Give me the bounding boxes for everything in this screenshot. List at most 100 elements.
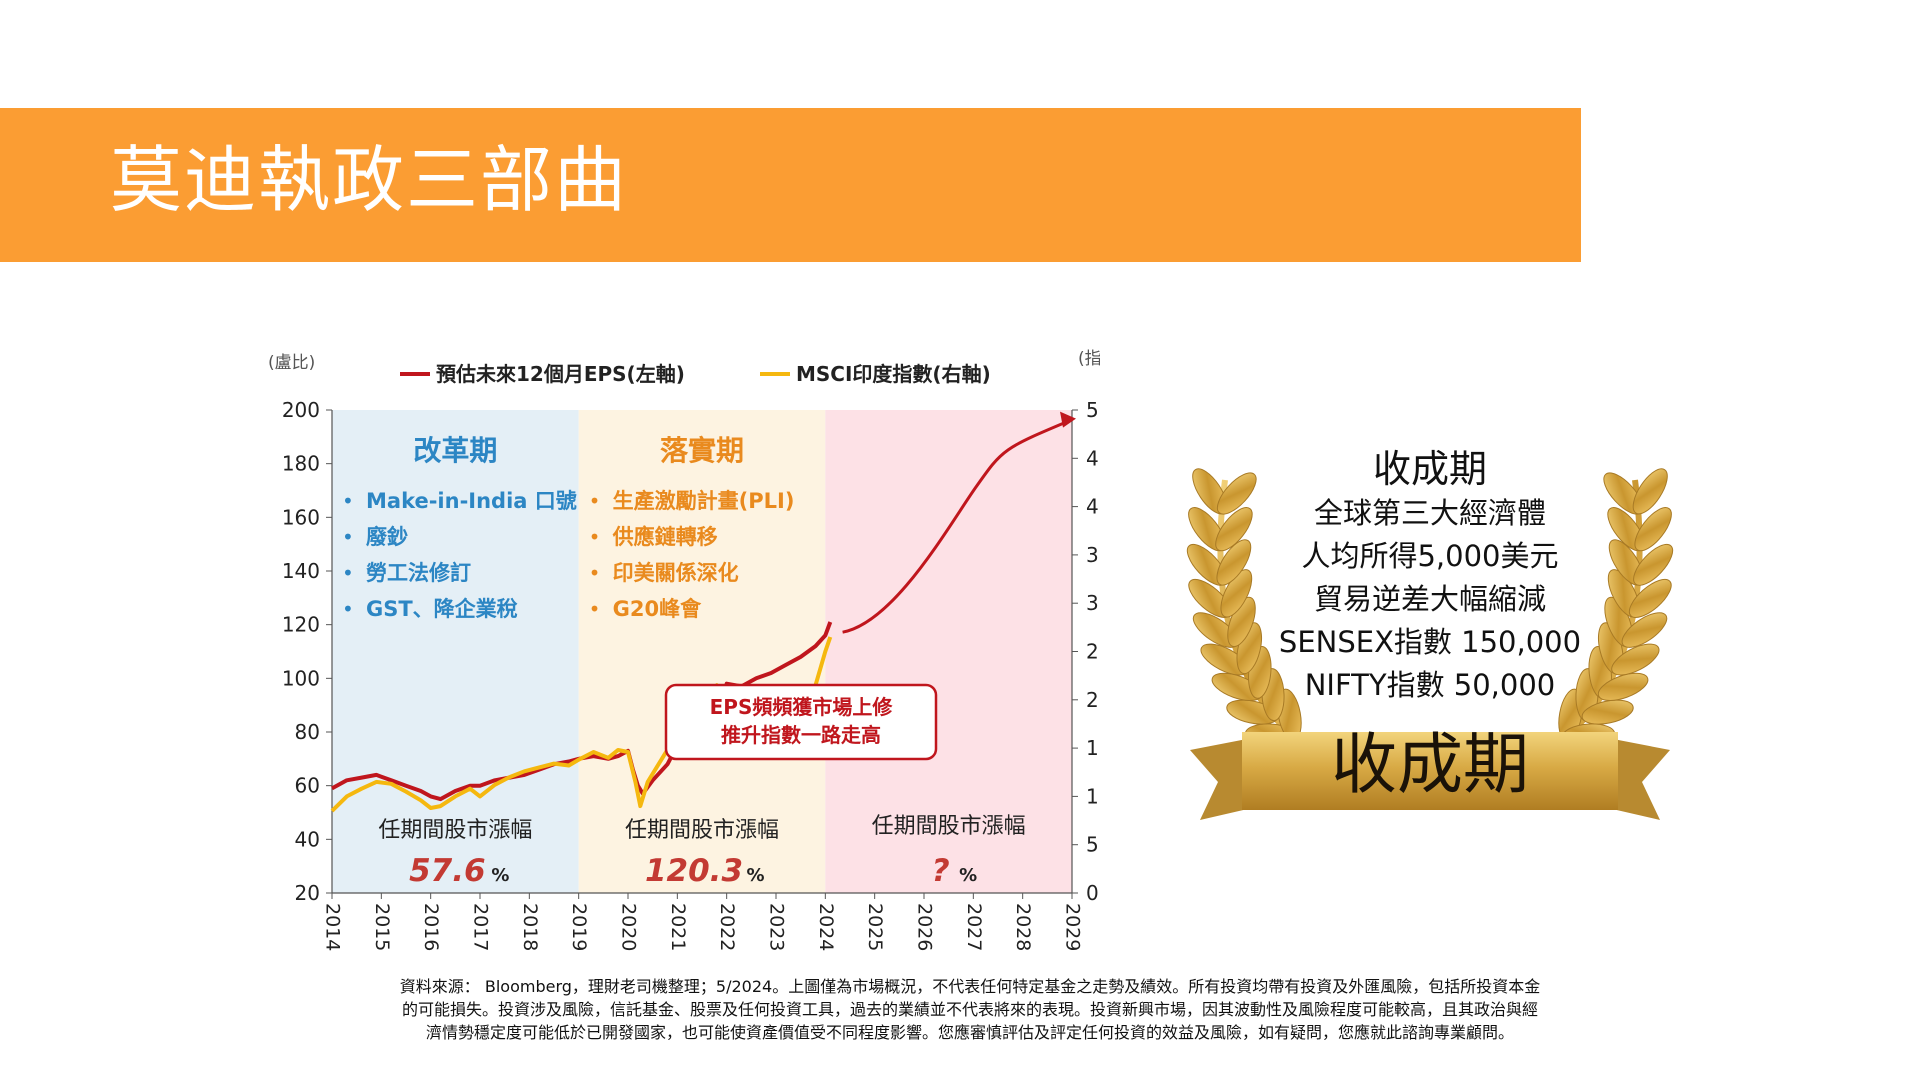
legend-label: 預估未來12個月EPS(左軸) xyxy=(436,362,685,386)
ribbon-tail-right xyxy=(1608,738,1670,820)
laurel-right-icon xyxy=(1548,468,1674,753)
period-item: 勞工法修訂 xyxy=(366,561,471,585)
period-item-bullet: • xyxy=(342,597,354,621)
ribbon-tail-left xyxy=(1190,738,1252,820)
period-item-bullet: • xyxy=(342,525,354,549)
period-background xyxy=(578,410,826,893)
x-tick-label: 2017 xyxy=(470,903,492,951)
x-tick-label: 2026 xyxy=(914,903,936,951)
left-unit-label: (盧比) xyxy=(268,353,315,373)
laurel-leaf xyxy=(1634,507,1672,552)
period-background xyxy=(825,410,1072,893)
laurel-leaf xyxy=(1632,468,1668,515)
x-tick-label: 2028 xyxy=(1012,903,1034,951)
award-line: 全球第三大經濟體 xyxy=(1313,496,1546,530)
laurel-wreath-icon xyxy=(1186,468,1674,820)
period-gain-label: 任期間股市漲幅 xyxy=(378,818,532,843)
right-tick-label: 500 xyxy=(1086,833,1100,857)
left-tick-label: 180 xyxy=(282,452,320,476)
x-tick-label: 2023 xyxy=(766,903,788,951)
right-tick-label: 1,500 xyxy=(1086,736,1100,760)
laurel-leaf xyxy=(1633,543,1674,586)
laurel-leaf xyxy=(1628,578,1672,618)
period-item: G20峰會 xyxy=(613,597,702,621)
period-title: 落實期 xyxy=(660,434,744,467)
footnote-line: 資料來源： Bloomberg，理財老司機整理；5/2024。上圖僅為市場概況，… xyxy=(399,977,1541,996)
period-item-bullet: • xyxy=(342,561,354,585)
x-tick-label: 2018 xyxy=(519,903,541,951)
x-tick-label: 2020 xyxy=(618,903,640,951)
right-tick-label: 1,000 xyxy=(1086,784,1100,808)
left-tick-label: 160 xyxy=(282,505,320,529)
x-tick-label: 2019 xyxy=(568,903,590,951)
period-item: 供應鏈轉移 xyxy=(612,525,718,549)
projection-arrowhead xyxy=(1060,411,1076,428)
ribbon-label: 收成期 xyxy=(1331,726,1529,803)
laurel-leaf xyxy=(1597,672,1649,701)
left-tick-label: 80 xyxy=(295,720,320,744)
period-item-bullet: • xyxy=(589,489,601,513)
period-item: Make-in-India 口號 xyxy=(366,489,577,513)
period-item-bullet: • xyxy=(589,525,601,549)
laurel-leaf xyxy=(1216,472,1257,515)
left-tick-label: 20 xyxy=(295,881,320,905)
right-tick-label: 5,000 xyxy=(1086,398,1100,422)
period-item: 生產激勵計畫(PLI) xyxy=(613,489,795,513)
left-tick-label: 60 xyxy=(295,774,320,798)
ribbon-band xyxy=(1242,732,1618,810)
award-line: SENSEX指數 150,000 xyxy=(1278,625,1582,659)
right-tick-label: 0 xyxy=(1086,881,1099,905)
left-tick-label: 140 xyxy=(282,559,320,583)
period-gain-unit: % xyxy=(959,865,977,886)
laurel-leaf xyxy=(1621,612,1668,648)
x-tick-label: 2024 xyxy=(815,903,837,951)
laurel-leaf xyxy=(1220,569,1253,618)
right-unit-label: (指數) xyxy=(1078,349,1100,369)
right-tick-label: 4,000 xyxy=(1086,495,1100,519)
callout-text: 推升指數一路走高 xyxy=(721,723,881,747)
footnote: 資料來源： Bloomberg，理財老司機整理；5/2024。上圖僅為市場概況，… xyxy=(320,975,1620,1044)
page-title: 莫迪執政三部曲 xyxy=(110,138,629,222)
callout-box xyxy=(664,683,938,761)
eps-msci-chart: 200 180 160 140 120 100 80 60 40 20 5,000 4,500 4,00… xyxy=(268,349,1100,951)
right-tick-label: 4,500 xyxy=(1086,446,1100,470)
laurel-leaf xyxy=(1227,596,1256,648)
laurel-leaf xyxy=(1611,643,1660,676)
x-tick-label: 2014 xyxy=(322,903,344,951)
x-tick-label: 2021 xyxy=(667,903,689,951)
x-tick-label: 2016 xyxy=(420,903,442,951)
footnote-line: 濟情勢穩定度可能低於已開發國家，也可能使資產價值受不同程度影響。您應審慎評估及評… xyxy=(425,1023,1514,1042)
period-item: 印美關係深化 xyxy=(613,561,739,585)
laurel-leaf xyxy=(1581,699,1634,725)
period-gain-unit: % xyxy=(491,865,509,886)
left-tick-label: 200 xyxy=(282,398,320,422)
harvest-award: 收成期 全球第三大經濟體 人均所得5,000美元 貿易逆差大幅縮減 SENSEX… xyxy=(1160,420,1700,840)
x-tick-label: 2022 xyxy=(716,903,738,951)
laurel-leaf xyxy=(1216,539,1252,586)
period-gain-value: ? xyxy=(932,853,950,889)
x-tick-label: 2015 xyxy=(371,903,393,951)
left-tick-label: 100 xyxy=(282,666,320,690)
award-line: 人均所得5,000美元 xyxy=(1301,539,1559,573)
period-gain-label: 任期間股市漲幅 xyxy=(625,818,779,843)
footnote-line: 的可能損失。投資涉及風險，信託基金、股票及任何投資工具，過去的業績並不代表將來的… xyxy=(401,1000,1538,1019)
right-tick-label: 2,500 xyxy=(1086,640,1100,664)
award-line: 貿易逆差大幅縮減 xyxy=(1313,582,1546,616)
period-item: 廢鈔 xyxy=(366,525,408,549)
title-banner: 莫迪執政三部曲 xyxy=(0,108,1581,262)
period-item: GST、降企業稅 xyxy=(366,597,518,621)
period-gain-unit: % xyxy=(747,865,765,886)
callout-text: EPS頻頻獲市場上修 xyxy=(710,695,894,719)
award-lines: 全球第三大經濟體 人均所得5,000美元 貿易逆差大幅縮減 SENSEX指數 1… xyxy=(1160,492,1700,707)
left-tick-label: 40 xyxy=(295,827,320,851)
award-heading: 收成期 xyxy=(1372,447,1487,491)
period-item-bullet: • xyxy=(589,597,601,621)
award-line: NIFTY指數 50,000 xyxy=(1304,668,1556,702)
x-tick-label: 2029 xyxy=(1062,903,1084,951)
laurel-leaf xyxy=(1215,507,1253,552)
period-gain-label: 任期間股市漲幅 xyxy=(872,814,1026,839)
period-gain-value: 57.6 xyxy=(409,853,486,889)
right-tick-label: 2,000 xyxy=(1086,688,1100,712)
period-item-bullet: • xyxy=(342,489,354,513)
period-title: 改革期 xyxy=(413,434,497,467)
